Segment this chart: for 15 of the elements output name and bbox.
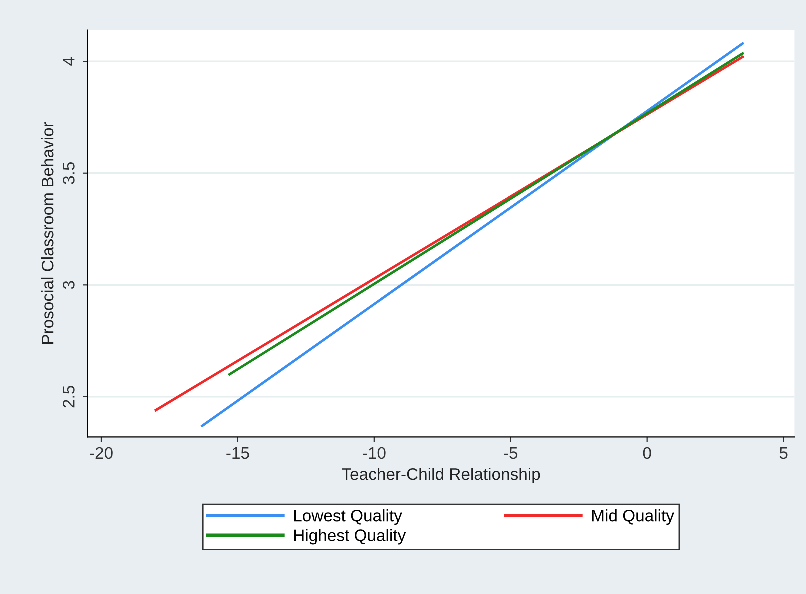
legend-label: Mid Quality (592, 510, 674, 526)
y-tick-label: 4 (63, 57, 75, 66)
x-tick-label: 5 (780, 448, 788, 460)
x-tick-label: -10 (363, 447, 386, 460)
y-axis-title: Prosocial Classroom Behavior (42, 122, 54, 344)
x-tick-label: -15 (226, 448, 250, 460)
y-tick-label: 2.5 (63, 386, 75, 408)
x-axis-title: Teacher-Child Relationship (342, 468, 540, 484)
y-tick-label: 3.5 (63, 162, 75, 184)
legend-label: Highest Quality (294, 529, 406, 545)
legend-label: Lowest Quality (294, 510, 402, 526)
y-tick-label: 3 (63, 281, 75, 290)
x-tick-label: -5 (504, 448, 518, 460)
x-tick-label: 0 (643, 447, 652, 460)
x-tick-label: -20 (90, 447, 113, 460)
